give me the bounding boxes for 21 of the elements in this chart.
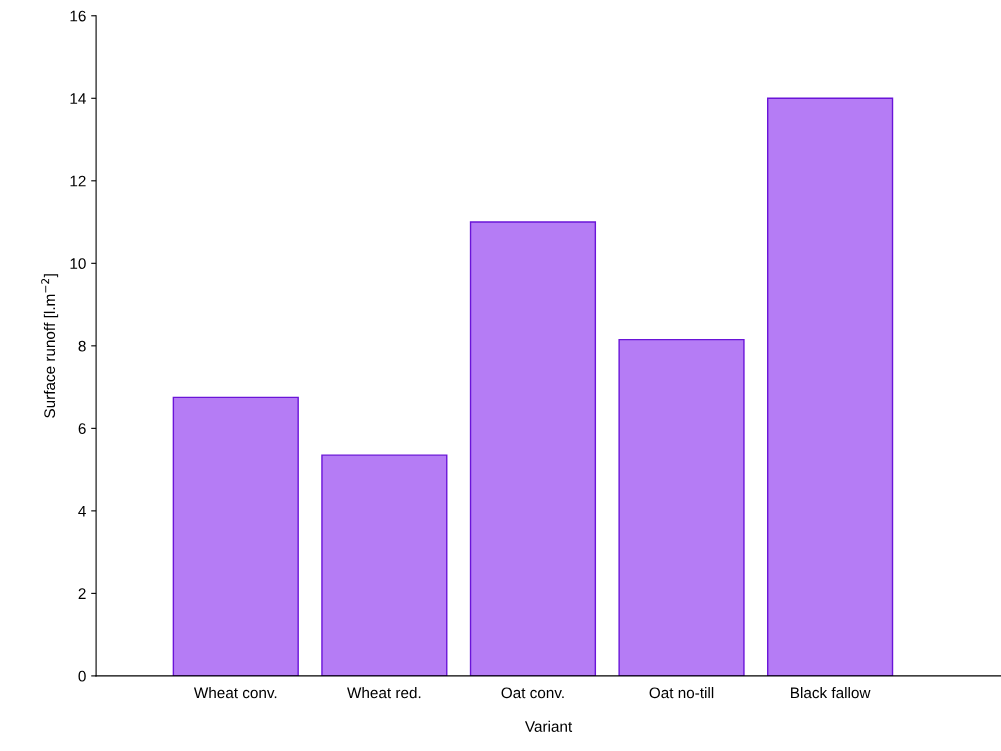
bar [469, 221, 597, 676]
y-tick-label: 2 [78, 588, 86, 599]
y-tick-label: 6 [78, 423, 86, 435]
x-tick-label: Oat conv. [501, 687, 564, 699]
bar [321, 454, 448, 676]
y-tick-label: 8 [78, 340, 86, 352]
y-tick-label: 16 [70, 10, 86, 22]
y-tick-label: 0 [78, 670, 86, 682]
bar [618, 338, 745, 676]
x-tick-label: Oat no-till [649, 687, 714, 699]
bar [767, 97, 894, 676]
y-axis-title: Surface runoff [l.m$^{−2}$] [41, 274, 59, 418]
y-tick-label: 12 [70, 175, 86, 187]
y-tick-label: 14 [70, 93, 86, 104]
bar [172, 396, 299, 676]
y-tick-label: 10 [70, 258, 86, 270]
y-tick-label: 4 [78, 505, 86, 517]
x-tick-label: Wheat red. [347, 687, 421, 699]
x-tick-label: Wheat conv. [193, 687, 277, 699]
x-axis-title: Variant [524, 720, 573, 732]
x-tick-label: Black fallow [791, 687, 871, 699]
